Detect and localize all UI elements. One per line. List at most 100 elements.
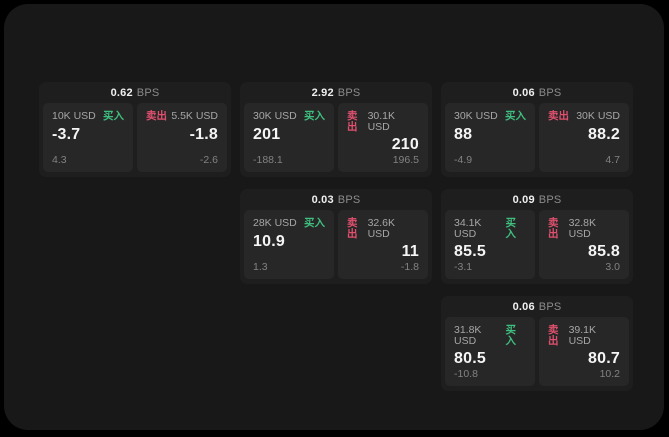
sell-side-tag: 卖出 — [347, 110, 358, 133]
sell-panel-top: 卖出 39.1K USD — [548, 325, 620, 346]
spread-header: 0.06 BPS — [441, 296, 633, 317]
spread-header: 0.09 BPS — [441, 189, 633, 210]
spread-unit-label: BPS — [538, 193, 562, 206]
sell-panel-top: 卖出 32.8K USD — [548, 218, 620, 239]
sell-price: -1.8 — [189, 125, 218, 143]
spread-value: 0.06 — [512, 300, 535, 313]
buy-panel-top: 34.1K USD 买入 — [454, 218, 526, 239]
buy-size-label: 31.8K USD — [454, 324, 482, 347]
sell-size-label: 32.8K USD — [568, 217, 597, 240]
buy-panel-top: 10K USD 买入 — [52, 111, 124, 122]
buy-price: 80.5 — [454, 350, 486, 367]
spread-value: 0.06 — [512, 86, 535, 99]
sell-panel-top: 卖出 5.5K USD — [146, 111, 218, 122]
buy-delta: -10.8 — [454, 368, 478, 380]
spread-unit-label: BPS — [538, 86, 562, 99]
sell-price: 210 — [391, 136, 419, 153]
buy-size-label: 28K USD — [253, 217, 297, 229]
quote-body: 28K USD 买入 10.9 1.3 卖出 32.6K USD 11 -1.8 — [240, 210, 432, 284]
spread-value: 0.62 — [110, 86, 133, 99]
sell-delta: -1.8 — [400, 261, 419, 273]
buy-size-label: 30K USD — [454, 110, 498, 122]
sell-side-tag: 卖出 — [347, 217, 358, 240]
spread-unit-label: BPS — [538, 300, 562, 313]
buy-quote-panel[interactable]: 30K USD 买入 201 -188.1 — [244, 103, 334, 172]
sell-price: 88.2 — [588, 125, 620, 143]
quote-card-4: 0.03 BPS 28K USD 买入 10.9 1.3 卖出 32.6K US… — [240, 189, 432, 284]
spread-value: 0.09 — [512, 193, 535, 206]
app-surface: 0.62 BPS 10K USD 买入 -3.7 4.3 卖出 5.5K USD — [4, 4, 664, 430]
buy-quote-panel[interactable]: 30K USD 买入 88 -4.9 — [445, 103, 535, 172]
sell-size-label: 5.5K USD — [171, 110, 218, 122]
sell-delta: 10.2 — [599, 368, 620, 380]
buy-panel-top: 30K USD 买入 — [454, 111, 526, 122]
quote-card-6: 0.06 BPS 31.8K USD 买入 80.5 -10.8 卖出 39.1… — [441, 296, 633, 391]
buy-price: 10.9 — [253, 232, 285, 250]
buy-price: 201 — [253, 125, 281, 143]
sell-quote-panel[interactable]: 卖出 39.1K USD 80.7 10.2 — [539, 317, 629, 386]
buy-size-label: 34.1K USD — [454, 217, 482, 240]
quote-grid: 0.62 BPS 10K USD 买入 -3.7 4.3 卖出 5.5K USD — [39, 82, 633, 391]
sell-price: 80.7 — [588, 350, 620, 367]
buy-size-label: 30K USD — [253, 110, 297, 122]
buy-delta: 4.3 — [52, 154, 67, 166]
spread-value: 2.92 — [311, 86, 334, 99]
sell-size-label: 39.1K USD — [568, 324, 597, 347]
sell-delta: 3.0 — [605, 261, 620, 273]
quote-body: 34.1K USD 买入 85.5 -3.1 卖出 32.8K USD 85.8… — [441, 210, 633, 284]
sell-quote-panel[interactable]: 卖出 32.8K USD 85.8 3.0 — [539, 210, 629, 279]
buy-delta: -188.1 — [253, 154, 283, 166]
buy-delta: 1.3 — [253, 261, 268, 273]
buy-quote-panel[interactable]: 31.8K USD 买入 80.5 -10.8 — [445, 317, 535, 386]
sell-size-label: 32.6K USD — [367, 217, 396, 240]
sell-delta: 4.7 — [605, 154, 620, 166]
buy-side-tag: 买入 — [103, 110, 124, 122]
buy-side-tag: 买入 — [505, 110, 526, 122]
spread-header: 0.03 BPS — [240, 189, 432, 210]
buy-side-tag: 买入 — [304, 217, 325, 229]
sell-size-label: 30.1K USD — [367, 110, 396, 133]
quote-card-2: 2.92 BPS 30K USD 买入 201 -188.1 卖出 30.1K … — [240, 82, 432, 177]
quote-body: 31.8K USD 买入 80.5 -10.8 卖出 39.1K USD 80.… — [441, 317, 633, 391]
quote-body: 30K USD 买入 201 -188.1 卖出 30.1K USD 210 1… — [240, 103, 432, 177]
sell-size-label: 30K USD — [576, 110, 620, 122]
spread-header: 0.06 BPS — [441, 82, 633, 103]
buy-panel-top: 31.8K USD 买入 — [454, 325, 526, 346]
quote-card-1: 0.62 BPS 10K USD 买入 -3.7 4.3 卖出 5.5K USD — [39, 82, 231, 177]
buy-quote-panel[interactable]: 34.1K USD 买入 85.5 -3.1 — [445, 210, 535, 279]
buy-side-tag: 买入 — [505, 217, 516, 240]
buy-quote-panel[interactable]: 28K USD 买入 10.9 1.3 — [244, 210, 334, 279]
sell-panel-top: 卖出 30.1K USD — [347, 111, 419, 132]
buy-price: -3.7 — [52, 125, 81, 143]
sell-side-tag: 卖出 — [548, 217, 559, 240]
buy-price: 88 — [454, 125, 473, 143]
buy-size-label: 10K USD — [52, 110, 96, 122]
sell-side-tag: 卖出 — [146, 110, 167, 122]
spread-unit-label: BPS — [337, 193, 361, 206]
buy-delta: -3.1 — [454, 261, 473, 273]
buy-panel-top: 28K USD 买入 — [253, 218, 325, 229]
sell-price: 11 — [401, 243, 419, 260]
spread-unit-label: BPS — [337, 86, 361, 99]
quote-body: 10K USD 买入 -3.7 4.3 卖出 5.5K USD -1.8 -2.… — [39, 103, 231, 177]
quote-card-5: 0.09 BPS 34.1K USD 买入 85.5 -3.1 卖出 32.8K… — [441, 189, 633, 284]
buy-side-tag: 买入 — [505, 324, 516, 347]
sell-price: 85.8 — [588, 243, 620, 260]
quote-card-3: 0.06 BPS 30K USD 买入 88 -4.9 卖出 30K USD — [441, 82, 633, 177]
sell-panel-top: 卖出 32.6K USD — [347, 218, 419, 239]
buy-delta: -4.9 — [454, 154, 473, 166]
buy-side-tag: 买入 — [304, 110, 325, 122]
quote-body: 30K USD 买入 88 -4.9 卖出 30K USD 88.2 4.7 — [441, 103, 633, 177]
sell-quote-panel[interactable]: 卖出 30K USD 88.2 4.7 — [539, 103, 629, 172]
sell-side-tag: 卖出 — [548, 324, 559, 347]
sell-side-tag: 卖出 — [548, 110, 569, 122]
sell-panel-top: 卖出 30K USD — [548, 111, 620, 122]
sell-delta: -2.6 — [199, 154, 218, 166]
spread-header: 0.62 BPS — [39, 82, 231, 103]
buy-quote-panel[interactable]: 10K USD 买入 -3.7 4.3 — [43, 103, 133, 172]
buy-panel-top: 30K USD 买入 — [253, 111, 325, 122]
spread-unit-label: BPS — [136, 86, 160, 99]
sell-quote-panel[interactable]: 卖出 30.1K USD 210 196.5 — [338, 103, 428, 172]
sell-quote-panel[interactable]: 卖出 32.6K USD 11 -1.8 — [338, 210, 428, 279]
sell-quote-panel[interactable]: 卖出 5.5K USD -1.8 -2.6 — [137, 103, 227, 172]
